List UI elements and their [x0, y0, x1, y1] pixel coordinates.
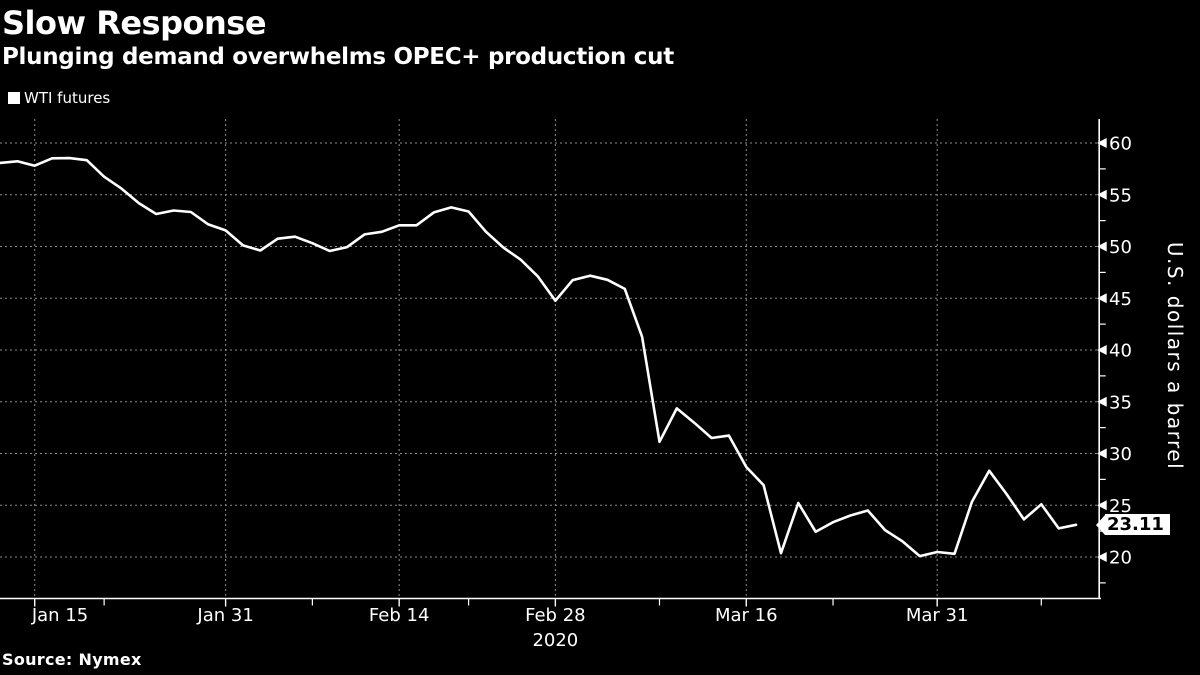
x-tick-label: Mar 31 — [906, 605, 969, 626]
wti-price-line — [0, 156, 1078, 558]
y-tick-label: 50 — [1109, 237, 1132, 258]
y-tick-label: 35 — [1109, 392, 1132, 413]
y-major-tick-arrow-icon — [1097, 345, 1107, 355]
last-value-badge: 23.11 — [1096, 514, 1170, 536]
x-tick-label: Mar 16 — [715, 605, 778, 626]
y-major-tick-arrow-icon — [1097, 189, 1107, 200]
y-tick-label: 30 — [1109, 444, 1132, 465]
y-major-tick-arrow-icon — [1097, 500, 1107, 511]
source-credit: Source: Nymex — [2, 650, 142, 669]
x-tick-label: Jan 31 — [196, 605, 253, 626]
y-major-tick-arrow-icon — [1097, 396, 1107, 407]
y-tick-label: 55 — [1109, 185, 1132, 206]
y-axis-unit-label: U.S. dollars a barrel — [1163, 242, 1187, 474]
badge-arrow-icon — [1096, 514, 1105, 535]
y-major-tick-arrow-icon — [1097, 293, 1107, 304]
chart-subtitle: Plunging demand overwhelms OPEC+ product… — [2, 44, 674, 70]
y-major-tick-arrow-icon — [1097, 552, 1107, 562]
y-major-tick-arrow-icon — [1097, 448, 1107, 459]
y-tick-label: 20 — [1109, 548, 1132, 569]
x-tick-label: Feb 14 — [369, 605, 430, 626]
y-tick-label: 40 — [1109, 341, 1132, 362]
y-major-tick-arrow-icon — [1097, 138, 1107, 148]
y-major-tick-arrow-icon — [1097, 241, 1107, 252]
chart-title: Slow Response — [2, 4, 267, 42]
x-axis-year-label: 2020 — [532, 630, 578, 651]
x-tick-label: Jan 15 — [31, 605, 88, 626]
y-axis-unit-text: U.S. dollars a barrel — [1163, 241, 1187, 471]
x-tick-label: Feb 28 — [525, 605, 586, 626]
y-tick-label: 25 — [1109, 496, 1132, 517]
legend: WTI futures — [8, 89, 110, 107]
legend-label: WTI futures — [24, 89, 111, 107]
legend-swatch-icon — [8, 92, 20, 104]
badge-value: 23.11 — [1105, 514, 1170, 536]
y-tick-label: 45 — [1109, 289, 1132, 310]
y-tick-label: 60 — [1109, 134, 1132, 155]
